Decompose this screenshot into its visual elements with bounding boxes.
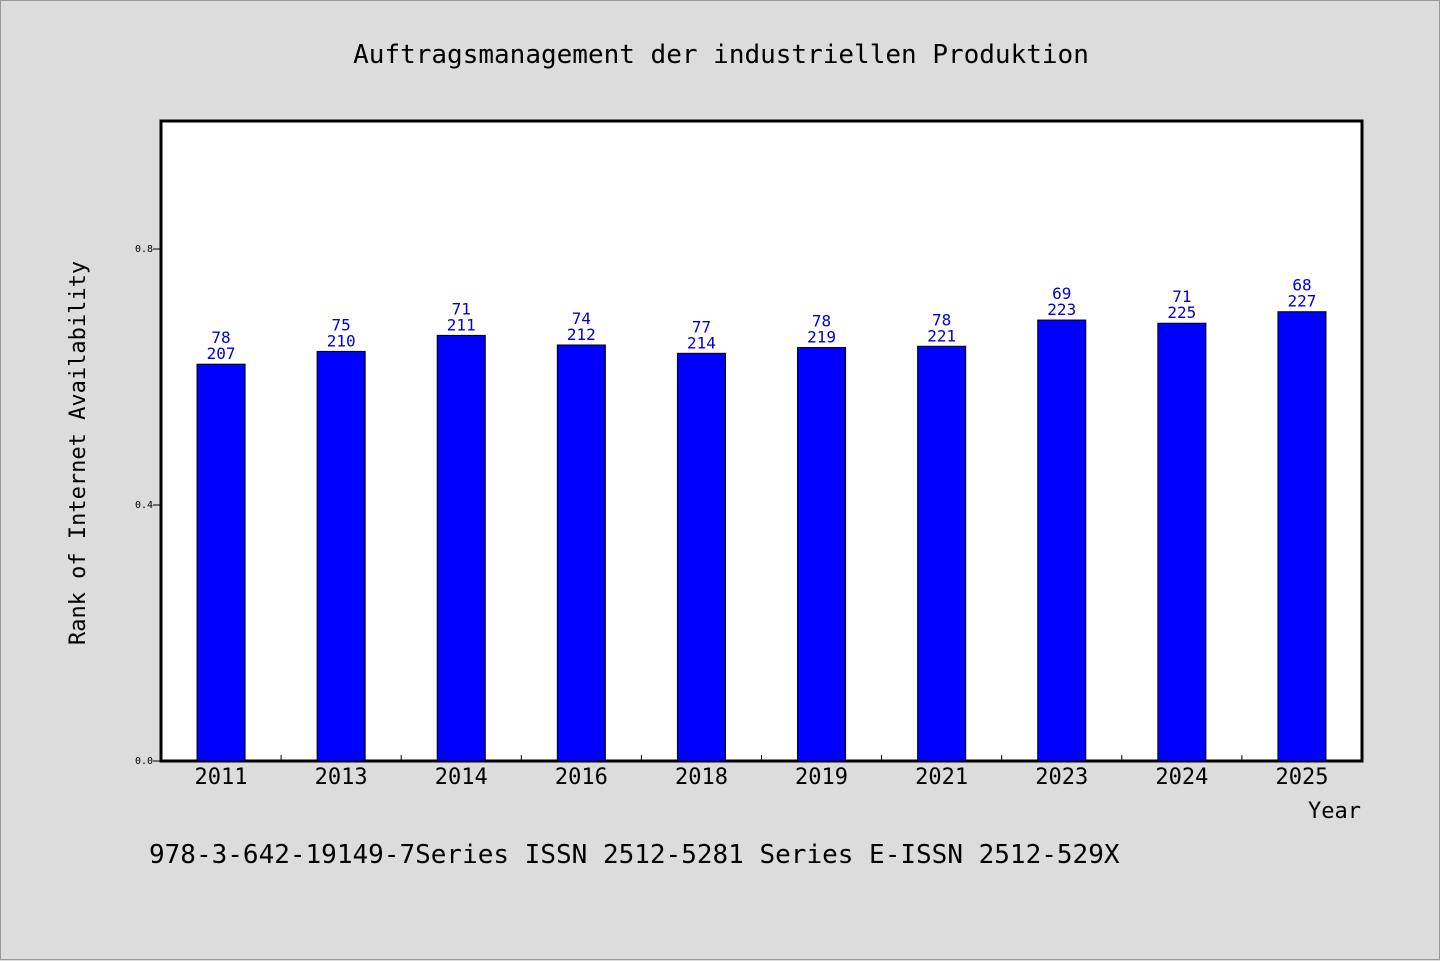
bar-2023 — [1037, 319, 1087, 762]
x-tick-2018: 2018 — [675, 765, 728, 790]
bar-2021 — [917, 345, 967, 762]
data-label-bottom-2023: 223 — [1047, 300, 1076, 319]
data-label-bottom-2019: 219 — [807, 328, 836, 347]
x-tick-labels: 2011 2013 2014 2016 2018 2019 2021 2023 2024 2025 — [195, 755, 1328, 790]
bar-2025 — [1277, 311, 1327, 762]
y-tick-0.4: 0.4 — [135, 500, 153, 511]
x-axis-label: Year — [1308, 799, 1361, 824]
footer-isbn-text: 978-3-642-19149-7Series ISSN 2512-5281 S… — [149, 840, 1120, 870]
x-tick-2021: 2021 — [915, 765, 968, 790]
x-tick-2023: 2023 — [1035, 765, 1088, 790]
data-label-bottom-2024: 225 — [1167, 303, 1196, 322]
bar-2014 — [436, 334, 486, 762]
y-axis-label: Rank of Internet Availability — [66, 261, 91, 645]
chart-title: Auftragsmanagement der industriellen Pro… — [353, 40, 1089, 70]
data-label-top-2014: 71 — [452, 299, 471, 318]
y-tick-labels: 0.0 0.4 0.8 — [135, 244, 161, 767]
data-label-top-2023: 69 — [1052, 284, 1071, 303]
y-tick-0.0: 0.0 — [135, 756, 153, 767]
bar-2016 — [556, 344, 606, 762]
bar-2013 — [316, 350, 366, 762]
bars-group — [196, 311, 1327, 762]
data-label-bottom-2013: 210 — [327, 331, 356, 350]
data-label-bottom-2011: 207 — [207, 344, 236, 363]
data-label-bottom-2021: 221 — [927, 326, 956, 345]
data-label-top-2018: 77 — [692, 317, 711, 336]
data-label-bottom-2014: 211 — [447, 315, 476, 334]
bar-2018 — [676, 352, 726, 762]
x-tick-2025: 2025 — [1275, 765, 1328, 790]
data-label-bottom-2018: 214 — [687, 333, 716, 352]
data-label-bottom-2025: 227 — [1287, 292, 1316, 311]
x-tick-2014: 2014 — [435, 765, 488, 790]
x-tick-2016: 2016 — [555, 765, 608, 790]
data-label-top-2021: 78 — [932, 310, 951, 329]
y-tick-0.8: 0.8 — [135, 244, 153, 255]
data-label-top-2011: 78 — [211, 328, 230, 347]
x-tick-2011: 2011 — [195, 765, 248, 790]
data-label-top-2016: 74 — [572, 309, 591, 328]
x-tick-2024: 2024 — [1155, 765, 1208, 790]
data-label-top-2019: 78 — [812, 312, 831, 331]
data-label-top-2013: 75 — [332, 315, 351, 334]
x-tick-2019: 2019 — [795, 765, 848, 790]
bar-2024 — [1157, 322, 1207, 762]
x-tick-2013: 2013 — [315, 765, 368, 790]
bar-2019 — [797, 347, 847, 762]
data-label-top-2025: 68 — [1292, 276, 1311, 295]
bar-2011 — [196, 363, 246, 762]
data-label-top-2024: 71 — [1172, 287, 1191, 306]
data-label-bottom-2016: 212 — [567, 325, 596, 344]
